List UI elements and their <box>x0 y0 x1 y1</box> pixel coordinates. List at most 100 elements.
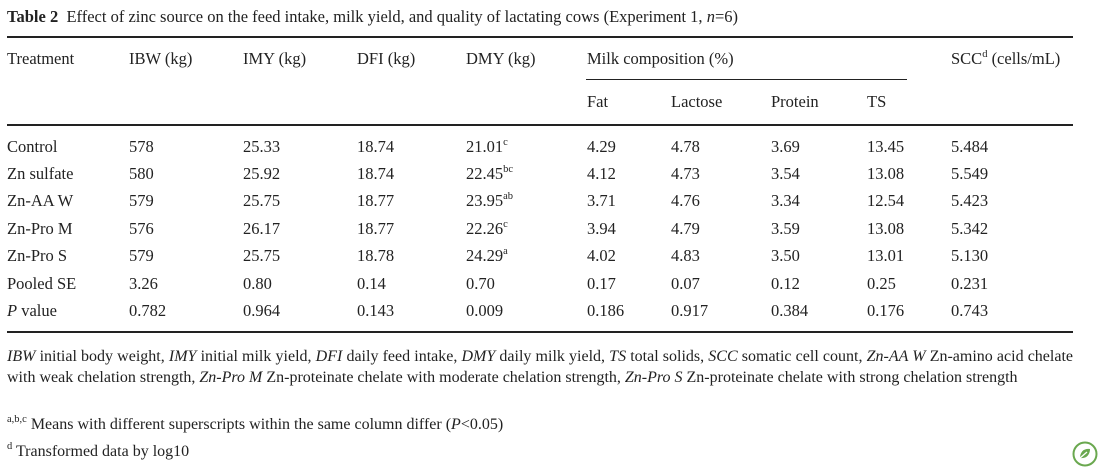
cell-ibw-value: 578 <box>129 137 154 156</box>
cell-imy: 25.75 <box>243 246 280 266</box>
footnote-abbreviation: IMY <box>168 348 197 365</box>
cell-dmy: 24.29a <box>466 246 508 266</box>
cell-protein: 0.12 <box>771 274 800 294</box>
footnote-definition: initial body weight, <box>39 348 165 365</box>
transform-footnote: d Transformed data by log10 <box>7 441 190 461</box>
row-treatment-label: Zn-Pro M <box>7 219 73 238</box>
cell-scc-value: 0.743 <box>951 301 989 320</box>
abbreviation-footnote: IBW initial body weight, IMY initial mil… <box>7 346 1073 388</box>
transform-footnote-text: Transformed data by log10 <box>15 443 190 460</box>
cell-scc: 5.549 <box>951 164 988 184</box>
cell-dfi-value: 18.74 <box>357 164 395 183</box>
cell-lactose-value: 0.07 <box>671 274 700 293</box>
cell-ibw: 3.26 <box>129 274 158 294</box>
cell-imy-value: 25.33 <box>243 137 281 156</box>
cell-ibw-value: 0.782 <box>129 301 167 320</box>
cell-ts-value: 0.176 <box>867 301 905 320</box>
cell-scc-value: 5.342 <box>951 219 989 238</box>
cell-scc: 5.130 <box>951 246 988 266</box>
cell-fat: 3.71 <box>587 191 616 211</box>
cell-ibw: 578 <box>129 137 154 157</box>
footnote-definition: somatic cell count, <box>741 348 863 365</box>
cell-ts-value: 13.45 <box>867 137 905 156</box>
footnote-definition: Zn-proteinate chelate with strong chelat… <box>686 369 1018 386</box>
cell-ts: 12.54 <box>867 191 904 211</box>
cell-ibw-value: 580 <box>129 164 154 183</box>
cell-dfi-value: 0.14 <box>357 274 386 293</box>
cell-ibw-value: 579 <box>129 191 154 210</box>
cell-lactose-value: 4.76 <box>671 191 700 210</box>
cell-ibw-value: 576 <box>129 219 154 238</box>
cell-ibw: 580 <box>129 164 154 184</box>
cell-dmy-value: 0.009 <box>466 301 504 320</box>
cell-dmy-superscript: c <box>503 218 508 230</box>
footnote-abbreviation: DFI <box>315 348 343 365</box>
table-top-rule <box>7 36 1073 38</box>
cell-protein-value: 3.54 <box>771 164 800 183</box>
cell-dmy-value: 22.45 <box>466 164 504 183</box>
cell-dmy-value: 23.95 <box>466 191 504 210</box>
header-scc: SCCd (cells/mL) <box>951 49 1060 69</box>
cell-imy-value: 0.964 <box>243 301 281 320</box>
footnote-definition: Zn-amino acid chelate with weak chelatio… <box>7 348 1074 386</box>
cell-protein-value: 3.50 <box>771 246 800 265</box>
p-symbol: P <box>7 301 18 320</box>
cell-dmy: 22.26c <box>466 219 508 239</box>
cell-imy-value: 26.17 <box>243 219 281 238</box>
row-treatment: Zn sulfate <box>7 164 73 184</box>
footnote-definition: total solids, <box>630 348 705 365</box>
cell-dfi: 0.143 <box>357 301 394 321</box>
cell-dfi-value: 18.74 <box>357 137 395 156</box>
row-treatment-label: Zn-AA W <box>7 191 74 210</box>
cell-dmy-value: 24.29 <box>466 246 504 265</box>
header-treatment: Treatment <box>7 49 75 68</box>
cell-dmy-superscript: ab <box>503 190 514 202</box>
cell-scc-value: 5.130 <box>951 246 989 265</box>
cell-fat-value: 4.02 <box>587 246 616 265</box>
header-fat: Fat <box>587 92 609 111</box>
footnote-abbreviation: Zn-Pro S <box>624 369 683 386</box>
header-scc-unit: (cells/mL) <box>991 49 1061 68</box>
cell-fat: 4.02 <box>587 246 616 266</box>
cell-dmy-value: 22.26 <box>466 219 504 238</box>
cell-protein: 3.54 <box>771 164 800 184</box>
cell-imy-value: 25.75 <box>243 191 281 210</box>
cell-imy: 0.80 <box>243 274 272 294</box>
row-treatment: Zn-Pro M <box>7 219 73 239</box>
cell-ts: 0.176 <box>867 301 904 321</box>
footnote-abbreviation: TS <box>609 348 627 365</box>
cell-protein-value: 3.69 <box>771 137 800 156</box>
header-dfi: DFI (kg) <box>357 49 416 68</box>
row-treatment-label: Control <box>7 137 58 156</box>
cell-ibw: 579 <box>129 191 154 211</box>
cell-lactose-value: 4.78 <box>671 137 700 156</box>
cell-lactose: 4.83 <box>671 246 700 266</box>
cell-ibw-value: 579 <box>129 246 154 265</box>
footnote-definition: daily feed intake, <box>346 348 458 365</box>
row-treatment: Pooled SE <box>7 274 76 294</box>
cell-dfi-value: 18.78 <box>357 246 395 265</box>
cell-imy-value: 0.80 <box>243 274 272 293</box>
cell-lactose: 4.76 <box>671 191 700 211</box>
cell-dmy: 23.95ab <box>466 191 513 211</box>
cell-fat: 4.12 <box>587 164 616 184</box>
cell-dfi: 18.78 <box>357 246 394 266</box>
cell-imy-value: 25.75 <box>243 246 281 265</box>
footnote-abbreviation: Zn-AA W <box>866 348 926 365</box>
cell-lactose: 4.79 <box>671 219 700 239</box>
caption-text-before: Effect of zinc source on the feed intake… <box>66 7 707 26</box>
cell-protein: 3.69 <box>771 137 800 157</box>
cell-lactose: 0.917 <box>671 301 708 321</box>
cell-dmy: 21.01c <box>466 137 508 157</box>
header-dmy: DMY (kg) <box>466 49 536 68</box>
cell-protein: 3.59 <box>771 219 800 239</box>
cell-imy: 0.964 <box>243 301 280 321</box>
cell-ts: 0.25 <box>867 274 896 294</box>
cell-ibw: 579 <box>129 246 154 266</box>
cell-ts-value: 13.08 <box>867 219 905 238</box>
significance-text-after: <0.05) <box>460 416 504 433</box>
cell-ts-value: 12.54 <box>867 191 905 210</box>
cell-fat-value: 3.71 <box>587 191 616 210</box>
footnote-definition: initial milk yield, <box>200 348 312 365</box>
